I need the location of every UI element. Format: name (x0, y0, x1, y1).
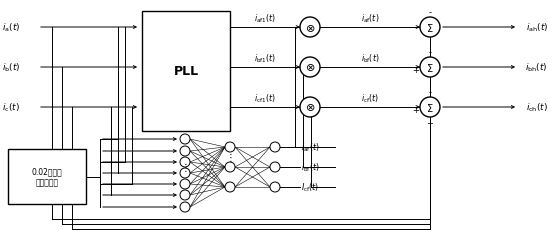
Text: $i_{\mathrm{bf1}}(t)$: $i_{\mathrm{bf1}}(t)$ (254, 52, 276, 65)
Circle shape (180, 146, 190, 156)
Text: PLL: PLL (173, 65, 199, 78)
Circle shape (300, 18, 320, 38)
Text: 0.02秒内三
相电流峰值: 0.02秒内三 相电流峰值 (31, 167, 62, 186)
Text: -: - (428, 8, 432, 17)
Text: $i_{\mathrm{bf}}(t)$: $i_{\mathrm{bf}}(t)$ (360, 52, 379, 65)
Text: $\otimes$: $\otimes$ (305, 62, 315, 73)
Circle shape (225, 142, 235, 152)
Text: $\otimes$: $\otimes$ (305, 102, 315, 113)
Text: $i_{\mathrm{af1}}(t)$: $i_{\mathrm{af1}}(t)$ (254, 12, 276, 25)
Text: -: - (428, 88, 432, 97)
Bar (142, 12, 230, 131)
Text: ⋮: ⋮ (180, 163, 190, 173)
Circle shape (180, 202, 190, 212)
Text: +: + (412, 106, 419, 115)
Bar (8, 149, 86, 204)
Text: $i_{\mathrm{cf}}(t)$: $i_{\mathrm{cf}}(t)$ (361, 92, 379, 105)
Circle shape (420, 18, 440, 38)
Text: $\otimes$: $\otimes$ (305, 22, 315, 33)
Circle shape (180, 190, 190, 200)
Text: $i_{\mathrm{ah}}(t)$: $i_{\mathrm{ah}}(t)$ (526, 22, 548, 34)
Circle shape (180, 179, 190, 189)
Text: $\Sigma$: $\Sigma$ (426, 62, 434, 74)
Text: +: + (427, 119, 433, 128)
Text: $i_{\mathrm{a}}(t)$: $i_{\mathrm{a}}(t)$ (2, 22, 20, 34)
Circle shape (180, 157, 190, 167)
Text: $\Sigma$: $\Sigma$ (426, 102, 434, 113)
Circle shape (270, 162, 280, 172)
Text: $I_{\mathrm{cf}}(t)$: $I_{\mathrm{cf}}(t)$ (301, 181, 319, 193)
Text: $i_{\mathrm{b}}(t)$: $i_{\mathrm{b}}(t)$ (2, 61, 20, 74)
Circle shape (300, 58, 320, 78)
Circle shape (180, 134, 190, 144)
Circle shape (420, 58, 440, 78)
Text: +: + (412, 66, 419, 75)
Text: $\Sigma$: $\Sigma$ (426, 22, 434, 34)
Circle shape (225, 162, 235, 172)
Circle shape (420, 97, 440, 118)
Circle shape (270, 182, 280, 192)
Text: $i_{\mathrm{cf1}}(t)$: $i_{\mathrm{cf1}}(t)$ (254, 92, 276, 105)
Text: $I_{\mathrm{bf}}(t)$: $I_{\mathrm{bf}}(t)$ (301, 161, 320, 173)
Circle shape (180, 168, 190, 178)
Text: $I_{\mathrm{af}}(t)$: $I_{\mathrm{af}}(t)$ (301, 141, 320, 154)
Circle shape (270, 142, 280, 152)
Text: $i_{\mathrm{ch}}(t)$: $i_{\mathrm{ch}}(t)$ (526, 101, 548, 114)
Text: $i_{\mathrm{bh}}(t)$: $i_{\mathrm{bh}}(t)$ (526, 61, 548, 74)
Text: $i_{\mathrm{af}}(t)$: $i_{\mathrm{af}}(t)$ (361, 12, 379, 25)
Circle shape (225, 182, 235, 192)
Circle shape (300, 97, 320, 118)
Text: ⋮: ⋮ (225, 152, 235, 162)
Text: $i_{\mathrm{c}}(t)$: $i_{\mathrm{c}}(t)$ (2, 101, 20, 114)
Text: -: - (428, 48, 432, 57)
